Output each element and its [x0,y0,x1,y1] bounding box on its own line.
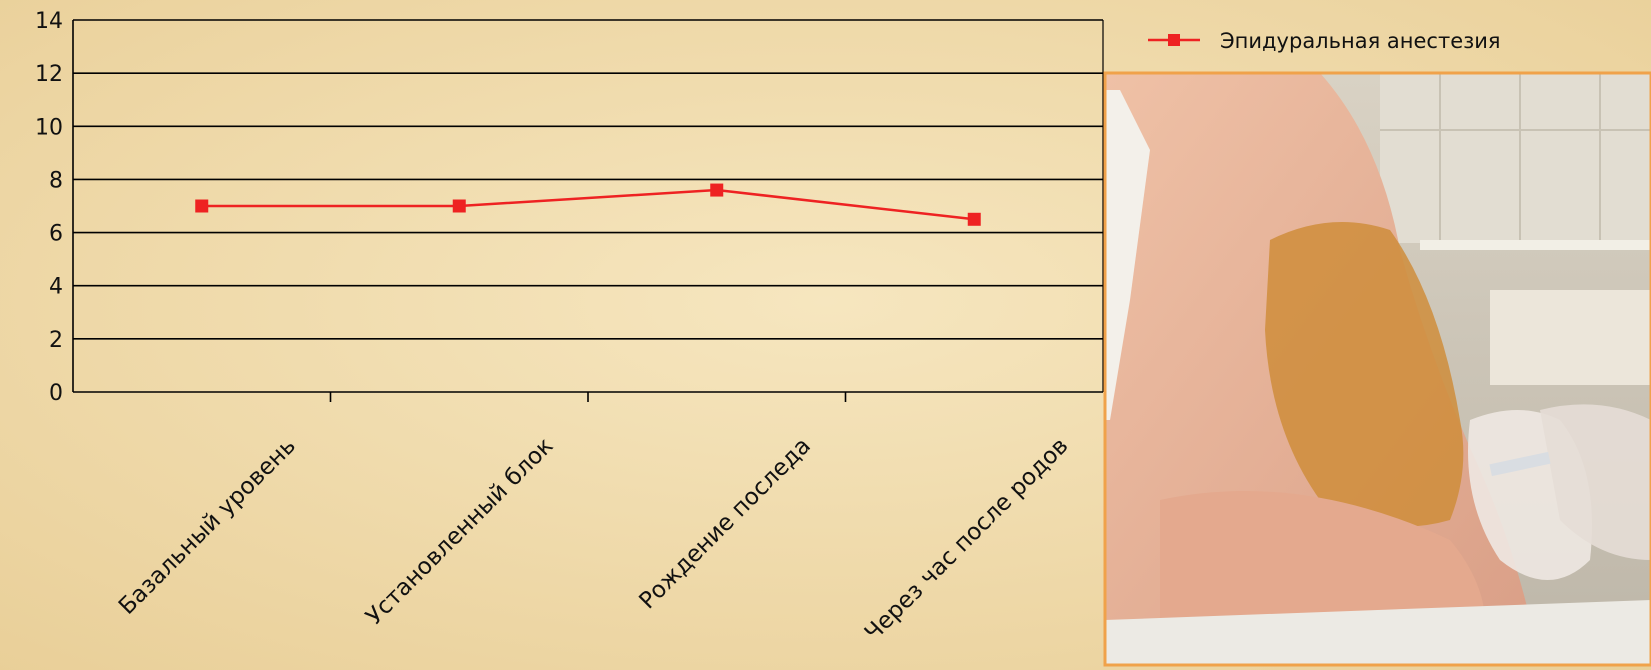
data-point [195,199,209,213]
axes [72,20,1104,402]
data-point [710,183,724,197]
legend-label: Эпидуральная анестезия [1220,29,1501,53]
data-point [452,199,466,213]
y-axis-tick-labels: 0 2 4 6 8 10 12 14 [35,9,63,406]
y-tick-label: 2 [49,328,63,353]
y-tick-label: 10 [35,115,63,140]
y-tick-label: 12 [35,62,63,87]
y-tick-label: 8 [49,168,63,193]
series-line [201,188,975,221]
y-tick-label: 4 [49,275,63,300]
legend: Эпидуральная анестезия [1148,29,1501,53]
series-layer [195,183,981,226]
epidural-procedure-photo [1103,71,1651,667]
y-tick-label: 0 [49,381,63,406]
legend-marker [1168,34,1180,46]
y-tick-label: 6 [49,222,63,247]
gridlines [73,19,1103,393]
photo-border [1103,71,1651,667]
y-tick-label: 14 [35,9,63,34]
data-point [967,212,981,226]
